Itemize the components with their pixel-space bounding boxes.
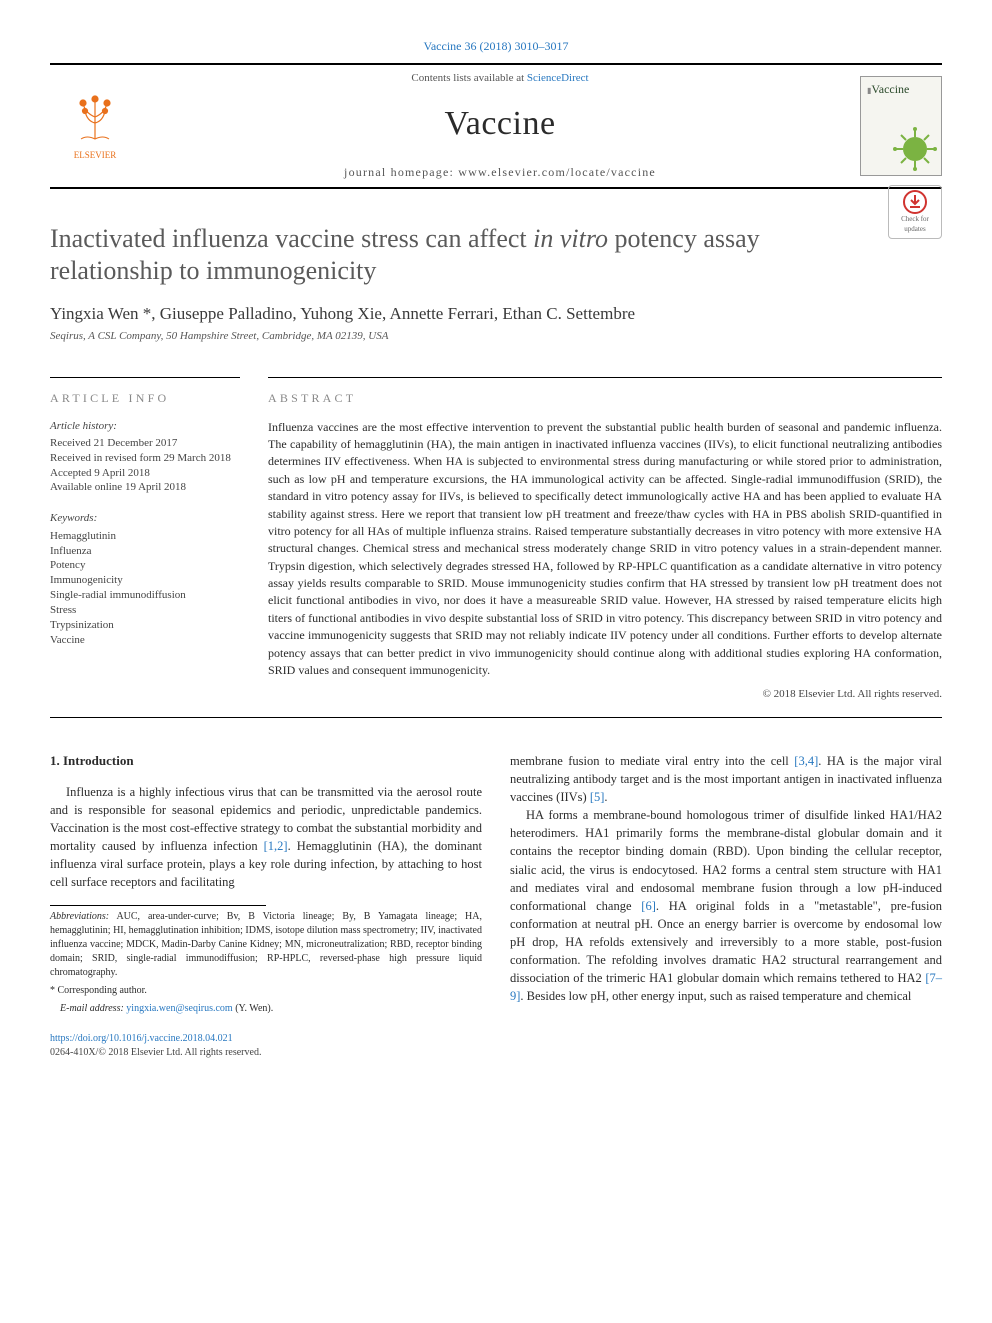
virus-icon (893, 127, 937, 171)
keyword: Influenza (50, 544, 240, 559)
citation-link[interactable]: [1,2] (264, 839, 288, 853)
sciencedirect-link[interactable]: ScienceDirect (527, 72, 589, 84)
abstract-column: ABSTRACT Influenza vaccines are the most… (268, 377, 942, 703)
divider (50, 717, 942, 718)
citation-link[interactable]: [6] (641, 899, 656, 913)
keyword: Stress (50, 603, 240, 618)
history-item: Accepted 9 April 2018 (50, 466, 240, 481)
history-item: Available online 19 April 2018 (50, 480, 240, 495)
body-column-left: 1. Introduction Influenza is a highly in… (50, 752, 482, 1017)
elsevier-tree-icon (65, 89, 125, 149)
journal-homepage: journal homepage: www.elsevier.com/locat… (140, 164, 860, 181)
keyword: Potency (50, 558, 240, 573)
journal-name: Vaccine (140, 100, 860, 148)
keyword: Immunogenicity (50, 573, 240, 588)
intro-paragraph: HA forms a membrane-bound homologous tri… (510, 806, 942, 1005)
abbreviations-footnote: Abbreviations: AUC, area-under-curve; Bv… (50, 910, 482, 980)
journal-cover-thumbnail: ▮Vaccine (860, 76, 942, 176)
homepage-url[interactable]: www.elsevier.com/locate/vaccine (458, 165, 656, 179)
keywords-label: Keywords: (50, 511, 240, 526)
keyword: Hemagglutinin (50, 529, 240, 544)
abstract-heading: ABSTRACT (268, 377, 942, 407)
journal-reference: Vaccine 36 (2018) 3010–3017 (0, 0, 992, 63)
keyword: Single-radial immunodiffusion (50, 588, 240, 603)
body-column-right: membrane fusion to mediate viral entry i… (510, 752, 942, 1017)
footnote-rule (50, 905, 266, 906)
cover-title: ▮Vaccine (867, 81, 909, 98)
elsevier-logo: ELSEVIER (50, 76, 140, 176)
contents-line: Contents lists available at ScienceDirec… (140, 71, 860, 86)
doi-link[interactable]: https://doi.org/10.1016/j.vaccine.2018.0… (50, 1033, 233, 1044)
article-info-sidebar: ARTICLE INFO Article history: Received 2… (50, 377, 268, 703)
check-updates-badge[interactable]: Check for updates (888, 185, 942, 239)
intro-heading: 1. Introduction (50, 752, 482, 771)
body-columns: 1. Introduction Influenza is a highly in… (50, 752, 942, 1017)
check-updates-icon (902, 189, 928, 215)
article-info-heading: ARTICLE INFO (50, 377, 240, 407)
keyword: Trypsinization (50, 618, 240, 633)
citation-link[interactable]: [5] (590, 790, 605, 804)
history-item: Received 21 December 2017 (50, 436, 240, 451)
footer-block: https://doi.org/10.1016/j.vaccine.2018.0… (50, 1032, 942, 1060)
copyright-line: © 2018 Elsevier Ltd. All rights reserved… (268, 687, 942, 702)
corresponding-author-footnote: * Corresponding author. (50, 984, 482, 998)
journal-header: ELSEVIER Contents lists available at Sci… (50, 63, 942, 189)
header-center: Contents lists available at ScienceDirec… (140, 71, 860, 181)
intro-paragraph: Influenza is a highly infectious virus t… (50, 783, 482, 892)
intro-paragraph: membrane fusion to mediate viral entry i… (510, 752, 942, 806)
history-item: Received in revised form 29 March 2018 (50, 451, 240, 466)
authors-line: Yingxia Wen *, Giuseppe Palladino, Yuhon… (50, 302, 942, 326)
issn-copyright: 0264-410X/© 2018 Elsevier Ltd. All right… (50, 1046, 942, 1060)
affiliation: Seqirus, A CSL Company, 50 Hampshire Str… (50, 329, 942, 344)
history-label: Article history: (50, 419, 240, 434)
email-footnote: E-mail address: yingxia.wen@seqirus.com … (50, 1002, 482, 1016)
elsevier-label: ELSEVIER (74, 149, 117, 162)
keyword: Vaccine (50, 633, 240, 648)
citation-link[interactable]: [3,4] (794, 754, 818, 768)
email-link[interactable]: yingxia.wen@seqirus.com (126, 1003, 232, 1014)
article-title: Inactivated influenza vaccine stress can… (50, 223, 942, 288)
abstract-text: Influenza vaccines are the most effectiv… (268, 419, 942, 680)
